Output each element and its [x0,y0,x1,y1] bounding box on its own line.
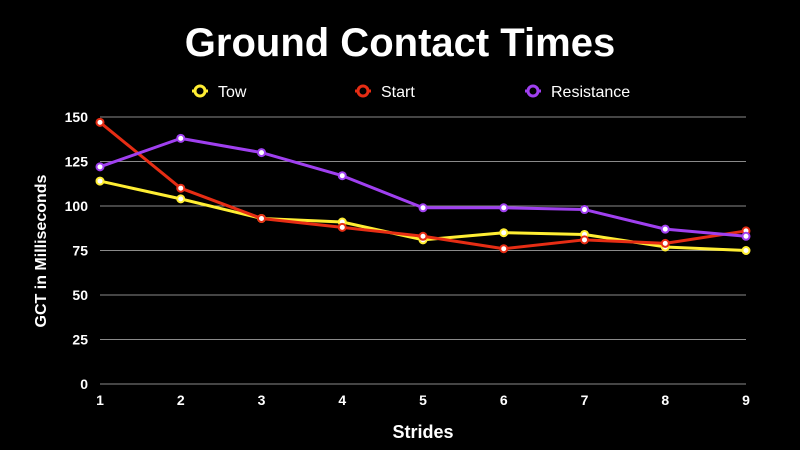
data-point-start [499,244,509,254]
data-point-resistance [741,231,751,241]
gridlines [100,116,746,385]
data-point-start [418,231,428,241]
legend-marker [193,84,207,98]
data-point-start [95,117,105,127]
legend-item-resistance: Resistance [525,84,630,101]
x-tick-label: 3 [258,392,266,408]
data-point-resistance [499,203,509,213]
legend-marker [356,84,370,98]
data-point-tow [95,176,105,186]
x-tick-label: 5 [419,392,427,408]
x-tick-label: 4 [338,392,346,408]
y-axis-label: GCT in Milliseconds [33,174,50,327]
x-tick-label: 6 [500,392,508,408]
legend-marker [526,84,540,98]
data-point-start [660,238,670,248]
legend-label: Resistance [551,84,630,101]
series-lines [95,117,751,255]
data-point-resistance [580,205,589,215]
data-point-start [337,222,347,232]
legend-label: Start [381,84,415,101]
data-point-start [580,235,589,245]
x-tick-label: 9 [742,392,750,408]
y-tick-label: 100 [65,198,89,214]
y-tick-label: 50 [72,287,88,303]
series-start [95,117,751,254]
series-line-resistance [98,136,748,238]
y-tick-label: 25 [72,332,88,348]
data-point-resistance [337,171,347,181]
data-point-resistance [418,203,428,213]
data-point-resistance [257,148,266,158]
y-axis-ticks: 0 25 50 75 100 125 150 [65,109,89,392]
data-point-start [257,213,266,223]
x-tick-label: 7 [581,392,589,408]
data-point-tow [499,228,509,238]
data-point-resistance [660,224,670,234]
data-point-resistance [95,162,105,172]
series-resistance [95,133,751,241]
x-tick-label: 8 [661,392,669,408]
x-axis-label: Strides [392,422,453,442]
data-point-tow [176,194,186,204]
y-tick-label: 0 [80,376,88,392]
chart-title: Ground Contact Times [185,21,615,65]
y-tick-label: 75 [72,243,88,259]
legend: Tow Start Resistance [192,84,630,101]
x-tick-label: 1 [96,392,104,408]
data-point-resistance [176,133,186,143]
data-point-start [176,183,186,193]
legend-label: Tow [218,84,247,101]
y-tick-label: 125 [65,154,89,170]
y-tick-label: 150 [65,109,89,125]
x-axis-ticks: 1 2 3 4 5 6 7 8 9 [96,392,750,408]
legend-item-start: Start [355,84,415,101]
legend-item-tow: Tow [192,84,247,101]
x-tick-label: 2 [177,392,185,408]
data-point-tow [741,246,751,255]
